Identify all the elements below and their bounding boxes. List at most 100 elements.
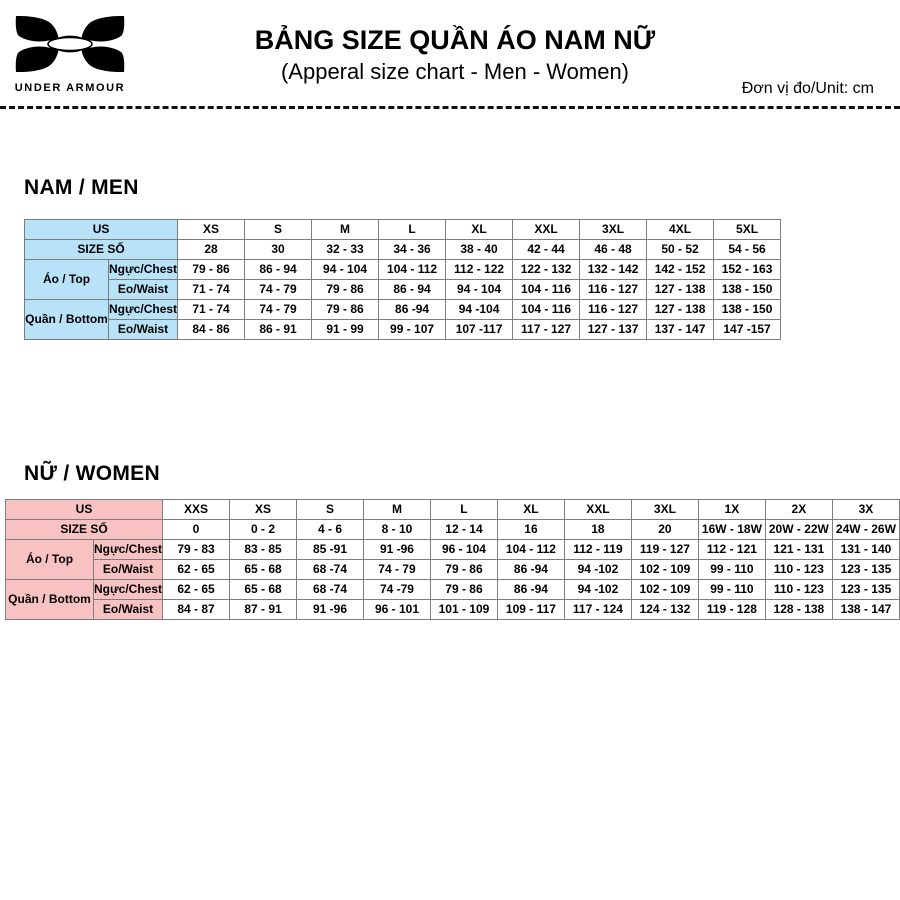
size-header-m: M	[311, 219, 380, 240]
measure-value-bottom-waist: 96 - 101	[362, 599, 431, 620]
measure-value-bottom-waist: 91 - 99	[311, 319, 380, 340]
measure-value-bottom-chest: 79 - 86	[429, 579, 498, 600]
measure-value-bottom-chest: 138 - 150	[713, 299, 782, 320]
size-number-label-cell: SIZE SỐ	[4, 519, 164, 540]
measure-value-top-chest: 112 - 121	[697, 539, 766, 560]
measure-value-top-chest: 104 - 112	[496, 539, 565, 560]
size-number-value: 50 - 52	[646, 239, 715, 260]
header-divider	[0, 106, 900, 109]
measure-value-bottom-chest: 116 - 127	[579, 299, 648, 320]
size-number-value: 0 - 2	[229, 519, 297, 540]
under-armour-logo-icon	[15, 15, 125, 73]
size-header-m: M	[362, 499, 431, 520]
measure-value-top-chest: 112 - 119	[563, 539, 632, 560]
size-header-3xl: 3XL	[630, 499, 699, 520]
size-number-value: 54 - 56	[713, 239, 782, 260]
measure-value-bottom-chest: 94 -102	[563, 579, 632, 600]
brand-logo: UNDER ARMOUR	[8, 12, 132, 100]
table-row: SIZE SỐ 28 30 32 - 33 34 - 36 38 - 40 42 - 44 4…	[23, 239, 782, 260]
table-row: Eo/Waist 71 - 74 74 - 79 79 - 86 86 - 94 94 -…	[25, 279, 782, 300]
measure-value-bottom-chest: 123 - 135	[831, 579, 900, 600]
size-header-xxl: XXL	[563, 499, 632, 520]
measure-value-bottom-waist: 87 - 91	[229, 599, 297, 620]
table-row: Áo / Top Ngực/Chest 79 - 83 83 - 85 85 -91 91…	[5, 539, 900, 580]
measure-value-top-chest: 86 - 94	[244, 259, 313, 280]
measure-value-top-waist: 71 - 74	[177, 279, 246, 300]
size-header-5xl: 5XL	[713, 219, 782, 240]
measure-value-bottom-waist: 107 -117	[445, 319, 514, 340]
measure-value-bottom-chest: 86 -94	[496, 579, 565, 600]
page-title: BẢNG SIZE QUẦN ÁO NAM NỮ	[254, 25, 656, 55]
measure-value-top-waist: 62 - 65	[162, 559, 231, 580]
size-header-l: L	[429, 499, 498, 520]
group-label-bottom: Quần / Bottom	[24, 299, 109, 340]
size-header-xxl: XXL	[512, 219, 581, 240]
table-row: Quần / Bottom Ngực/Chest 71 - 74 74 - 79 79 …	[24, 299, 782, 340]
measure-value-top-waist: 86 -94	[496, 559, 565, 580]
title-block: BẢNG SIZE QUẦN ÁO NAM NỮ (Apperal size c…	[170, 25, 740, 85]
measure-value-top-waist: 123 - 135	[831, 559, 900, 580]
measure-value-top-waist: 116 - 127	[579, 279, 648, 300]
size-number-label-cell: SIZE SỐ	[23, 239, 179, 260]
group-label-top: Áo / Top	[24, 259, 109, 300]
size-number-value: 30	[244, 239, 313, 260]
size-header-xl: XL	[496, 499, 565, 520]
size-header-4xl: 4XL	[646, 219, 715, 240]
measure-value-bottom-chest: 104 - 116	[512, 299, 581, 320]
measure-value-bottom-waist: 84 - 87	[162, 599, 231, 620]
measure-value-bottom-chest: 102 - 109	[630, 579, 699, 600]
measure-value-top-chest: 119 - 127	[630, 539, 699, 560]
size-header-l: L	[378, 219, 447, 240]
measure-value-bottom-chest: 94 -104	[445, 299, 514, 320]
size-number-value: 32 - 33	[311, 239, 380, 260]
measure-value-top-chest: 132 - 142	[579, 259, 648, 280]
measure-value-bottom-waist: 86 - 91	[244, 319, 313, 340]
measure-label-bottom-chest: Ngực/Chest	[92, 579, 164, 600]
table-row: Eo/Waist 62 - 65 65 - 68 68 -74 74 - 79 79 - …	[6, 559, 900, 580]
measure-value-bottom-waist: 101 - 109	[429, 599, 498, 620]
size-number-value: 16	[496, 519, 565, 540]
size-header-2x: 2X	[764, 499, 833, 520]
measure-value-bottom-waist: 119 - 128	[697, 599, 766, 620]
measure-value-top-waist: 79 - 86	[311, 279, 380, 300]
measure-value-bottom-waist: 99 - 107	[378, 319, 447, 340]
measure-value-top-waist: 110 - 123	[764, 559, 833, 580]
measure-value-bottom-waist: 117 - 124	[563, 599, 632, 620]
measure-value-bottom-waist: 138 - 147	[831, 599, 900, 620]
measure-value-bottom-chest: 86 -94	[378, 299, 447, 320]
measure-label-bottom-chest: Ngực/Chest	[107, 299, 179, 320]
size-header-3xl: 3XL	[579, 219, 648, 240]
size-number-value: 18	[563, 519, 632, 540]
size-header-xxs: XXS	[162, 499, 231, 520]
measure-value-top-chest: 79 - 83	[162, 539, 231, 560]
measure-value-bottom-chest: 71 - 74	[177, 299, 246, 320]
table-row: Eo/Waist 84 - 86 86 - 91 91 - 99 99 - 107 107…	[25, 319, 782, 340]
measure-label-top-chest: Ngực/Chest	[92, 539, 164, 560]
section-title-men: NAM / MEN	[24, 176, 139, 199]
table-row: Áo / Top Ngực/Chest 79 - 86 86 - 94 94 - 104…	[24, 259, 782, 300]
measure-value-bottom-chest: 110 - 123	[764, 579, 833, 600]
table-row: US XS S M L XL XXL 3XL 4XL 5XL	[23, 219, 782, 240]
size-number-value: 24W - 26W	[831, 519, 900, 540]
measure-value-top-chest: 94 - 104	[311, 259, 380, 280]
measure-value-bottom-waist: 147 -157	[713, 319, 782, 340]
page-header: UNDER ARMOUR BẢNG SIZE QUẦN ÁO NAM NỮ (A…	[0, 0, 900, 109]
measure-value-top-chest: 85 -91	[296, 539, 364, 560]
size-header-s: S	[296, 499, 364, 520]
unit-note: Đơn vị đo/Unit: cm	[741, 80, 874, 97]
measure-value-bottom-chest: 62 - 65	[162, 579, 231, 600]
men-size-table: US XS S M L XL XXL 3XL 4XL 5XL SIZE SỐ 28 30 32 - 33 3…	[23, 219, 782, 340]
measure-value-top-waist: 65 - 68	[229, 559, 297, 580]
measure-value-top-chest: 83 - 85	[229, 539, 297, 560]
measure-value-top-chest: 96 - 104	[429, 539, 498, 560]
measure-value-bottom-waist: 137 - 147	[646, 319, 715, 340]
table-row: Eo/Waist 84 - 87 87 - 91 91 -96 96 - 101 101 …	[6, 599, 900, 620]
measure-value-bottom-chest: 68 -74	[296, 579, 364, 600]
measure-value-bottom-waist: 128 - 138	[764, 599, 833, 620]
measure-label-top-waist: Eo/Waist	[92, 559, 164, 580]
measure-value-bottom-waist: 84 - 86	[177, 319, 246, 340]
size-header-xs: XS	[177, 219, 246, 240]
measure-value-top-waist: 102 - 109	[630, 559, 699, 580]
measure-value-bottom-waist: 91 -96	[296, 599, 364, 620]
